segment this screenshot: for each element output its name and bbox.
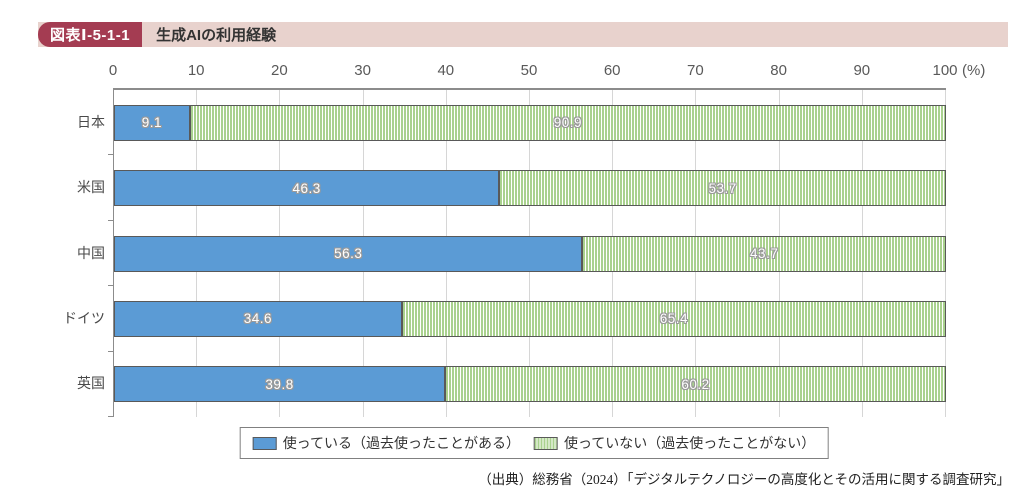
value-label: 46.3 xyxy=(292,180,321,196)
plot-area: 9.1 90.9 46.3 53.7 56.3 43.7 34.6 65.4 39.8 60.2 xyxy=(108,88,946,417)
x-tick-label: 90 xyxy=(853,62,871,79)
x-tick-label: 80 xyxy=(770,62,787,79)
y-axis-tick xyxy=(108,416,113,417)
bar-segment-used: 46.3 xyxy=(114,170,500,207)
value-label: 43.7 xyxy=(750,246,779,261)
chart-legend: 使っている（過去使ったことがある） 使っていない（過去使ったことがない） xyxy=(239,427,829,459)
value-label: 9.1 xyxy=(141,115,162,131)
y-axis-tick xyxy=(108,154,113,156)
y-axis-tick xyxy=(108,219,113,221)
figure-number-badge: 図表Ⅰ-5-1-1 xyxy=(38,22,143,47)
x-tick-label: 30 xyxy=(354,62,371,79)
value-label: 39.8 xyxy=(265,376,294,392)
category-label: 英国 xyxy=(77,375,105,392)
value-label: 60.2 xyxy=(681,376,710,392)
bar-segment-not-used: 60.2 xyxy=(445,366,946,403)
bar-segment-used: 34.6 xyxy=(114,300,402,337)
bar-row: 56.3 43.7 xyxy=(114,235,946,272)
x-tick-label: 50 xyxy=(520,62,538,79)
x-axis-unit-label: (%) xyxy=(962,62,986,79)
figure-title: 生成AIの利用経験 xyxy=(156,27,277,44)
bar-segment-not-used: 90.9 xyxy=(189,104,946,141)
legend-label: 使っていない（過去使ったことがない） xyxy=(564,435,816,451)
x-tick-label: 60 xyxy=(603,62,621,79)
y-axis-tick xyxy=(108,285,113,287)
bar-segment-not-used: 53.7 xyxy=(499,170,946,207)
bar-row: 34.6 65.4 xyxy=(114,300,946,337)
x-tick-label: 0 xyxy=(108,62,118,79)
value-label: 90.9 xyxy=(553,115,582,131)
value-label: 65.4 xyxy=(659,311,689,327)
legend-swatch-striped-green xyxy=(534,436,558,450)
category-label: 米国 xyxy=(77,179,105,196)
x-tick-label: 10 xyxy=(187,62,205,79)
value-label: 34.6 xyxy=(243,311,273,327)
bar-row: 39.8 60.2 xyxy=(114,366,946,403)
bar-segment-used: 56.3 xyxy=(114,235,583,272)
legend-swatch-solid-blue xyxy=(252,436,277,450)
x-tick-label: 100 xyxy=(932,62,958,79)
value-label: 56.3 xyxy=(334,246,363,261)
x-tick-label: 70 xyxy=(687,62,704,79)
bar-segment-used: 9.1 xyxy=(114,104,190,141)
x-tick-label: 40 xyxy=(437,62,455,79)
value-label: 53.7 xyxy=(708,180,737,196)
legend-label: 使っている（過去使ったことがある） xyxy=(282,435,520,451)
bar-segment-not-used: 65.4 xyxy=(401,300,946,337)
source-citation: （出典）総務省（2024）「デジタルテクノロジーの高度化とその活用に関する調査研… xyxy=(478,472,1010,487)
legend-item-used: 使っている（過去使ったことがある） xyxy=(252,433,520,453)
legend-item-not-used: 使っていない（過去使ったことがない） xyxy=(534,433,815,453)
y-axis-tick xyxy=(108,350,113,352)
category-label: 日本 xyxy=(77,113,105,130)
figure-header: 図表Ⅰ-5-1-1 生成AIの利用経験 xyxy=(38,22,1008,47)
category-label: ドイツ xyxy=(63,309,105,326)
bar-segment-used: 39.8 xyxy=(114,366,446,403)
bar-row: 46.3 53.7 xyxy=(114,170,946,207)
x-tick-label: 20 xyxy=(271,62,288,79)
bar-row: 9.1 90.9 xyxy=(114,104,946,141)
bar-segment-not-used: 43.7 xyxy=(582,235,946,272)
category-label: 中国 xyxy=(77,244,105,261)
